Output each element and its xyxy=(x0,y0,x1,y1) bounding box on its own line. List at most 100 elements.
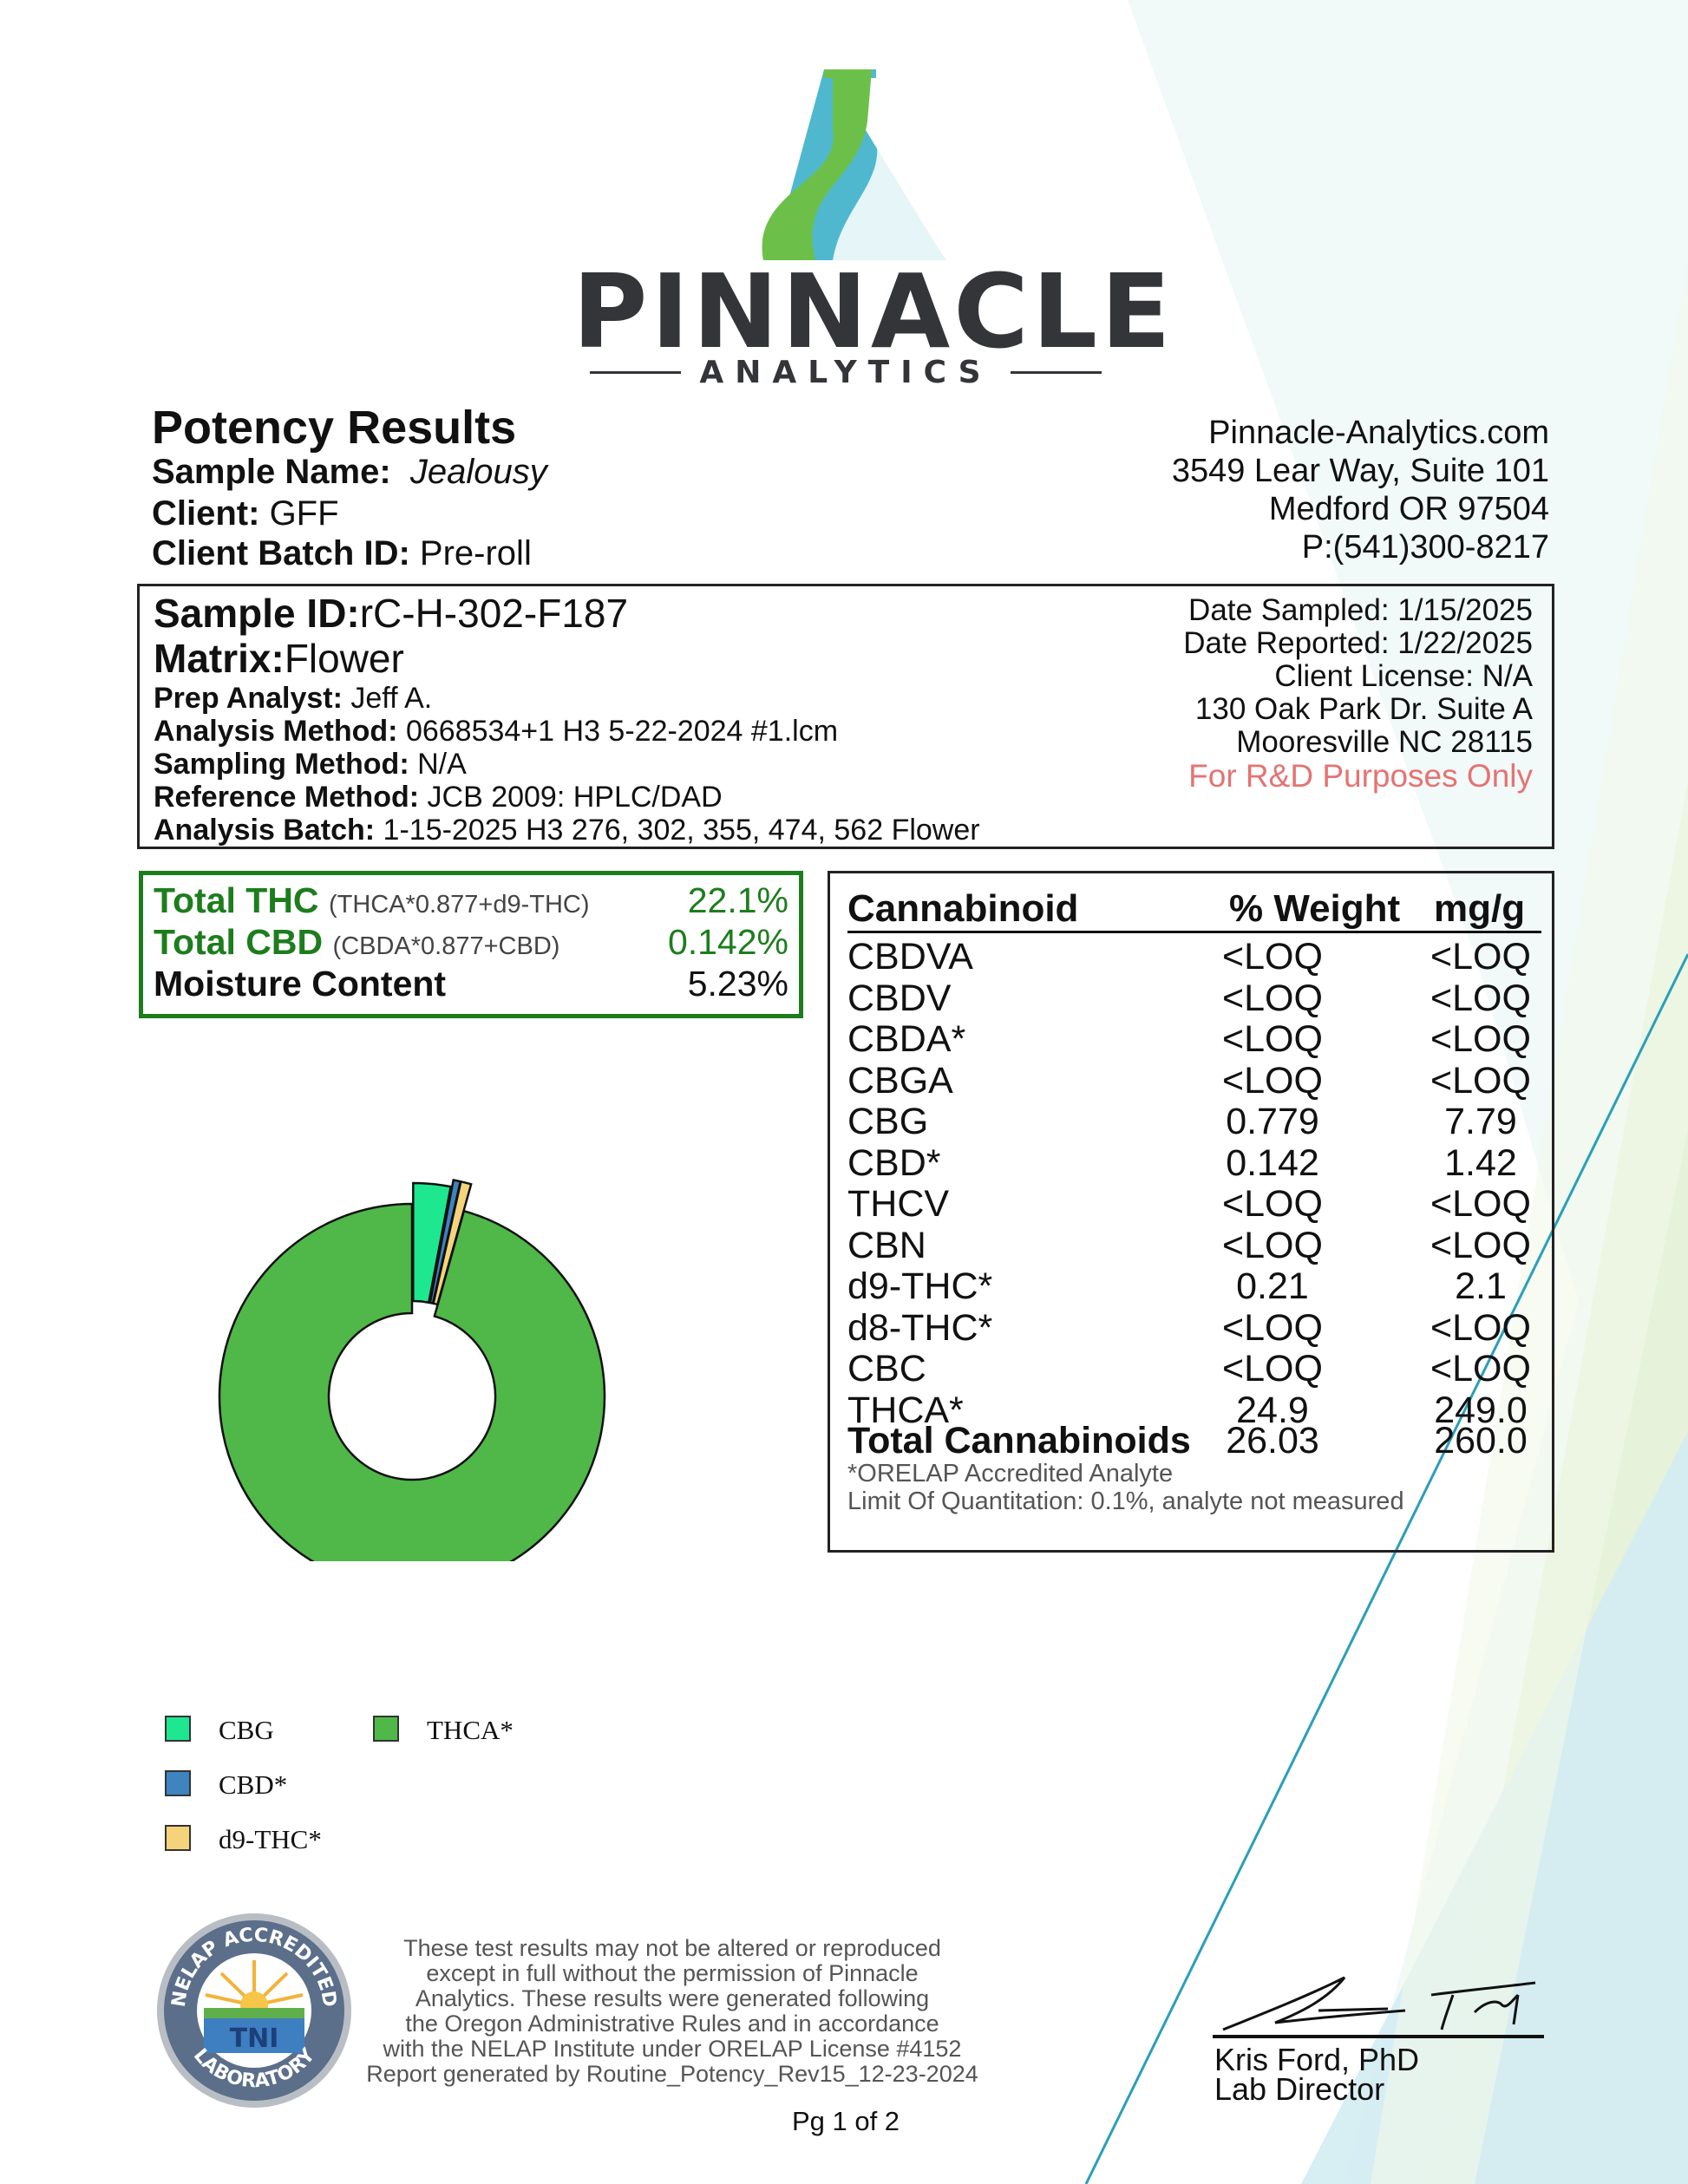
badge-center-text: TNI xyxy=(230,2024,279,2054)
lab-city: Medford OR 97504 xyxy=(1268,491,1549,527)
signature-image xyxy=(1222,1976,1536,2031)
total-thc-row: Total THC (THCA*0.877+d9-THC) 22.1% xyxy=(154,880,788,922)
loq-note: Limit Of Quantitation: 0.1%, analyte not… xyxy=(847,1488,1404,1515)
sample-name-line: Sample Name: Jealousy xyxy=(152,453,547,491)
weight-cell: 0.779 xyxy=(1226,1101,1319,1142)
analysis-batch-line: Analysis Batch: 1-15-2025 H3 276, 302, 3… xyxy=(154,814,980,847)
cannabinoid-name: CBC xyxy=(847,1348,926,1390)
legend-label: CBG xyxy=(219,1715,274,1745)
totals-box: Total THC (THCA*0.877+d9-THC) 22.1% Tota… xyxy=(139,871,803,1018)
cannabinoid-name: d9-THC* xyxy=(847,1265,993,1307)
weight-cell: <LOQ xyxy=(1222,1306,1323,1349)
moisture-value: 5.23% xyxy=(687,964,788,1004)
orelap-note: *ORELAP Accredited Analyte xyxy=(847,1460,1174,1488)
cannabinoid-name: CBN xyxy=(847,1224,926,1266)
mg-cell: <LOQ xyxy=(1430,1306,1531,1349)
mg-cell: <LOQ xyxy=(1430,1183,1531,1225)
table-row: THCV <LOQ <LOQ xyxy=(847,1183,1541,1225)
donut-slice-cbg xyxy=(412,1181,453,1305)
analysis-method-line: Analysis Method: 0668534+1 H3 5-22-2024 … xyxy=(154,715,839,748)
cannabinoid-name: CBD* xyxy=(847,1141,941,1184)
col-weight: % Weight xyxy=(1229,887,1401,930)
client-street: 130 Oak Park Dr. Suite A xyxy=(1194,692,1533,726)
cannabinoid-name: THCV xyxy=(847,1183,950,1225)
lab-website: Pinnacle-Analytics.com xyxy=(1208,415,1549,451)
col-mg: mg/g xyxy=(1434,887,1526,930)
legend-swatch xyxy=(165,1716,191,1742)
weight-cell: <LOQ xyxy=(1222,1183,1323,1225)
client-line: Client: GFF xyxy=(152,494,339,533)
lab-phone: P:(541)300-8217 xyxy=(1301,529,1549,566)
client-batch-line: Client Batch ID: Pre-roll xyxy=(152,534,532,572)
disclaimer-line: with the NELAP Institute under ORELAP Li… xyxy=(383,2036,962,2062)
mg-cell: 1.42 xyxy=(1444,1141,1517,1184)
table-row: d8-THC* <LOQ <LOQ xyxy=(847,1307,1541,1349)
sampling-method-line: Sampling Method: N/A xyxy=(154,748,467,781)
moisture-label: Moisture Content xyxy=(154,964,447,1004)
cannabinoid-name: CBDVA xyxy=(847,936,973,978)
mg-cell: 249.0 xyxy=(1434,1389,1528,1431)
table-row: THCA* 24.9 249.0 xyxy=(847,1390,1541,1431)
weight-cell: <LOQ xyxy=(1222,1018,1323,1060)
total-cannabinoids-row: Total Cannabinoids 26.03 260.0 xyxy=(847,1420,1528,1461)
weight-cell: <LOQ xyxy=(1222,1059,1323,1102)
disclaimer-line: Analytics. These results were generated … xyxy=(415,1985,930,2011)
reference-method-line: Reference Method: JCB 2009: HPLC/DAD xyxy=(154,781,723,814)
signature-line xyxy=(1213,2035,1544,2038)
legend-label: CBD* xyxy=(219,1769,288,1800)
matrix-line: Matrix:Flower xyxy=(154,636,404,681)
prep-analyst-line: Prep Analyst: Jeff A. xyxy=(154,682,433,715)
mg-cell: <LOQ xyxy=(1430,1348,1531,1390)
table-row: CBDA* <LOQ <LOQ xyxy=(847,1018,1541,1060)
signer-name: Kris Ford, PhD xyxy=(1214,2042,1420,2077)
table-row: CBDVA <LOQ <LOQ xyxy=(847,936,1541,978)
page-number: Pg 1 of 2 xyxy=(791,2106,900,2136)
table-row: CBDV <LOQ <LOQ xyxy=(847,978,1541,1019)
table-row: CBG 0.779 7.79 xyxy=(847,1101,1541,1142)
legend-swatch xyxy=(373,1716,399,1742)
cannabinoid-name: CBDV xyxy=(847,977,952,1019)
logo-tagline: ANALYTICS xyxy=(590,350,1102,393)
table-row: CBD* 0.142 1.42 xyxy=(847,1142,1541,1184)
disclaimer-line: the Oregon Administrative Rules and in a… xyxy=(405,2011,939,2037)
logo-wordmark: PINNACLE xyxy=(572,252,1174,371)
client-city: Mooresville NC 28115 xyxy=(1236,725,1533,759)
sample-info-box: Sample ID:rC-H-302-F187 Matrix:Flower Pr… xyxy=(137,584,1554,849)
cannabinoid-name: CBG xyxy=(847,1101,929,1142)
donut-slice-thca xyxy=(218,1202,606,1561)
table-row: d9-THC* 0.21 2.1 xyxy=(847,1265,1541,1307)
table-row: CBGA <LOQ <LOQ xyxy=(847,1060,1541,1102)
cannabinoid-name: CBGA xyxy=(847,1059,953,1102)
page-title: Potency Results xyxy=(152,402,517,454)
total-cbd-label: Total CBD xyxy=(154,922,324,962)
table-row: CBN <LOQ <LOQ xyxy=(847,1225,1541,1266)
col-cannabinoid: Cannabinoid xyxy=(847,887,1079,930)
date-sampled: Date Sampled: 1/15/2025 xyxy=(1188,593,1533,627)
total-cbd-value: 0.142% xyxy=(667,922,788,962)
legend-label: THCA* xyxy=(427,1715,514,1745)
disclaimer-line: These test results may not be altered or… xyxy=(403,1935,941,1961)
total-cbd-formula: (CBDA*0.877+CBD) xyxy=(332,932,560,960)
disclaimer-text: These test results may not be altered or… xyxy=(347,1936,998,2087)
rd-purposes-note: For R&D Purposes Only xyxy=(1188,758,1533,794)
cannabinoid-name: d8-THC* xyxy=(847,1306,993,1349)
legend-swatch xyxy=(165,1825,191,1851)
weight-cell: <LOQ xyxy=(1222,977,1323,1019)
weight-cell: 0.142 xyxy=(1226,1141,1319,1184)
mg-cell: 2.1 xyxy=(1455,1265,1507,1307)
flask-logo-icon xyxy=(762,69,945,260)
legend-label: d9-THC* xyxy=(219,1824,322,1854)
mg-cell: <LOQ xyxy=(1430,1018,1531,1060)
total-cbd-row: Total CBD (CBDA*0.877+CBD) 0.142% xyxy=(154,922,788,964)
mg-cell: <LOQ xyxy=(1430,1059,1531,1102)
cannabinoid-name: CBDA* xyxy=(847,1018,966,1060)
table-row: CBC <LOQ <LOQ xyxy=(847,1348,1541,1390)
disclaimer-line: Report generated by Routine_Potency_Rev1… xyxy=(366,2061,978,2087)
total-thc-label: Total THC xyxy=(154,880,319,920)
weight-cell: <LOQ xyxy=(1222,1224,1323,1266)
legend-swatch xyxy=(165,1770,191,1796)
weight-cell: <LOQ xyxy=(1222,1348,1323,1390)
weight-cell: <LOQ xyxy=(1222,936,1323,978)
mg-cell: <LOQ xyxy=(1430,936,1531,978)
cannabinoid-table: Cannabinoid % Weight mg/g CBDVA <LOQ <LOQ C… xyxy=(828,871,1554,1553)
